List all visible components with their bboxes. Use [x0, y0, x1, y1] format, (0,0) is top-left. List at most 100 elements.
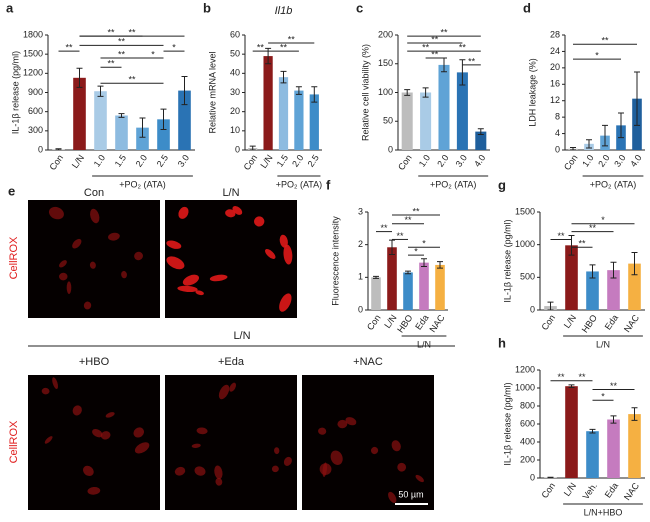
group-label: +PO₂ (ATA): [590, 179, 636, 189]
group-label: +PO₂ (ATA): [119, 179, 165, 189]
x-tick-label: 4.0: [628, 153, 643, 169]
image-label: +HBO: [79, 356, 110, 368]
y-tick-label: 0: [388, 144, 393, 154]
bar: [387, 247, 397, 310]
x-tick-label: NAC: [622, 312, 641, 334]
y-tick-label: 0: [358, 304, 363, 314]
y-tick-label: 10: [230, 125, 240, 135]
y-axis-label: IL-1β release (pg/ml): [10, 51, 20, 134]
stain-label: CellROX: [8, 236, 20, 279]
significance: **: [431, 49, 439, 59]
y-tick-label: 300: [28, 125, 43, 135]
bar: [628, 414, 641, 478]
panel-letter: a: [6, 0, 14, 15]
y-axis-label: IL-1β release (pg/ml): [502, 219, 512, 302]
x-tick-label: 2.5: [155, 153, 170, 169]
image-label: L/N: [222, 187, 239, 199]
bar: [565, 386, 578, 478]
x-tick-label: Eda: [603, 481, 620, 500]
significance: **: [280, 42, 288, 52]
x-tick-label: 1.0: [92, 153, 107, 169]
panel-letter: h: [498, 335, 506, 350]
significance: **: [257, 42, 265, 52]
bar: [115, 116, 128, 151]
x-tick-label: 2.0: [435, 153, 450, 169]
significance: **: [601, 36, 609, 46]
y-tick-label: 1200: [23, 68, 43, 78]
group-label: L/N: [233, 330, 250, 342]
y-tick-label: 8: [555, 112, 560, 122]
y-tick-label: 500: [520, 272, 535, 282]
x-tick-label: Con: [242, 153, 260, 172]
significance: **: [610, 381, 618, 391]
group-label: L/N: [596, 339, 610, 349]
bar: [607, 420, 620, 479]
significance: *: [172, 42, 176, 52]
x-tick-label: Veh.: [581, 481, 600, 502]
significance: **: [118, 37, 126, 47]
y-tick-label: 400: [520, 436, 535, 446]
y-tick-label: 16: [550, 79, 560, 89]
x-tick-label: 2.0: [134, 153, 149, 169]
panel-letter: c: [356, 0, 363, 15]
significance: **: [578, 239, 586, 249]
x-tick-label: 2.5: [306, 153, 321, 169]
x-tick-label: NAC: [427, 312, 446, 334]
significance: **: [404, 215, 412, 225]
y-axis-label: Relative mRNA level: [207, 51, 217, 133]
x-tick-label: 3.0: [454, 153, 469, 169]
x-tick-label: Con: [539, 313, 557, 332]
group-label: +PO₂ (ATA): [276, 179, 322, 189]
significance: *: [595, 51, 599, 61]
bar: [586, 431, 599, 478]
y-tick-label: 20: [230, 106, 240, 116]
panel-letter: b: [203, 0, 211, 15]
significance: **: [468, 56, 476, 66]
bar: [310, 94, 319, 150]
y-tick-label: 0: [235, 144, 240, 154]
bar: [402, 93, 413, 151]
group-label: L/N: [417, 339, 431, 349]
y-tick-label: 200: [378, 29, 393, 39]
significance: *: [601, 392, 605, 402]
x-tick-label: 2.0: [290, 153, 305, 169]
y-tick-label: 600: [28, 106, 43, 116]
x-tick-label: 1.5: [275, 153, 290, 169]
significance: *: [151, 49, 155, 59]
significance: **: [422, 42, 430, 52]
y-tick-label: 900: [28, 87, 43, 97]
x-tick-label: 3.0: [612, 153, 627, 169]
x-tick-label: Con: [562, 153, 580, 172]
significance: **: [557, 231, 565, 241]
y-tick-label: 0: [530, 304, 535, 314]
y-tick-label: 150: [378, 58, 393, 68]
y-tick-label: 2: [358, 239, 363, 249]
significance: **: [288, 34, 296, 44]
panel-letter: f: [326, 177, 331, 192]
significance: **: [65, 42, 73, 52]
significance: *: [414, 246, 418, 256]
panel-letter: g: [498, 177, 506, 192]
y-tick-label: 1000: [515, 239, 535, 249]
bar: [94, 91, 107, 150]
y-tick-label: 1200: [515, 364, 535, 374]
significance: **: [118, 49, 126, 59]
y-tick-label: 28: [550, 29, 560, 39]
x-tick-label: L/N: [562, 481, 578, 498]
group-label: +PO₂ (ATA): [430, 179, 476, 189]
bar: [294, 91, 303, 150]
significance: **: [440, 28, 448, 38]
significance: **: [589, 223, 597, 233]
y-tick-label: 200: [520, 454, 535, 464]
x-tick-label: 1.5: [113, 153, 128, 169]
y-axis-label: IL-1β release (pg/ml): [502, 382, 512, 465]
y-tick-label: 24: [550, 46, 560, 56]
y-tick-label: 1000: [515, 382, 535, 392]
x-tick-label: 2.0: [596, 153, 611, 169]
y-tick-label: 0: [38, 144, 43, 154]
x-tick-label: Con: [47, 153, 65, 172]
y-tick-label: 3: [358, 206, 363, 216]
x-tick-label: Con: [539, 481, 557, 500]
error-bar: [373, 276, 379, 278]
x-tick-label: Con: [365, 313, 383, 332]
